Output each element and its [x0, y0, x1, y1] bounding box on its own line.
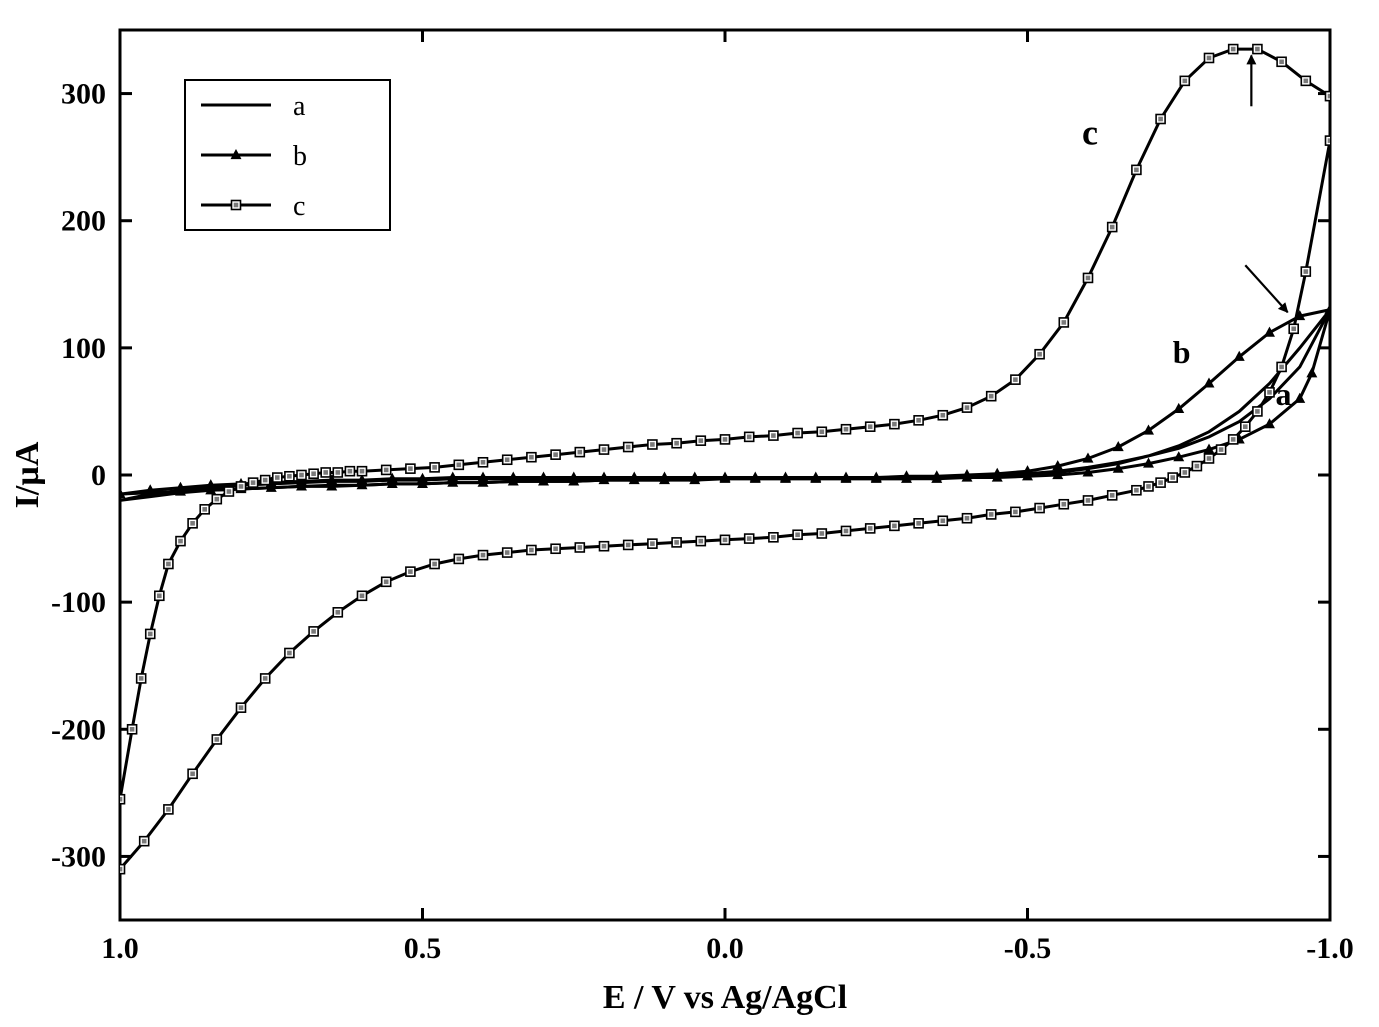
y-tick-label: 100: [61, 332, 106, 365]
legend-label: a: [293, 91, 306, 122]
x-tick-label: 0.0: [706, 932, 744, 965]
x-axis-label: E / V vs Ag/AgCl: [603, 979, 847, 1016]
legend-label: b: [293, 141, 307, 172]
x-tick-label: -1.0: [1306, 932, 1354, 965]
legend: abc: [185, 80, 390, 230]
legend-label: c: [293, 191, 305, 222]
series-label: b: [1173, 334, 1191, 370]
y-tick-label: 0: [91, 459, 106, 492]
y-axis-label: I/µA: [9, 441, 46, 508]
y-tick-label: -300: [51, 840, 106, 873]
y-tick-label: 300: [61, 78, 106, 111]
series-label: a: [1276, 376, 1292, 412]
y-tick-label: -200: [51, 713, 106, 746]
x-tick-label: 0.5: [404, 932, 442, 965]
x-tick-label: 1.0: [101, 932, 139, 965]
y-tick-label: 200: [61, 205, 106, 238]
arrow-annotation: [1245, 265, 1287, 312]
series-label: c: [1082, 112, 1098, 152]
chart-svg: 1.0 0.5 0.0 -0.5 -1.0 -300 -200 -100 0 100 200 300 E…: [0, 0, 1379, 1027]
y-tick-label: -100: [51, 586, 106, 619]
x-tick-label: -0.5: [1004, 932, 1052, 965]
cv-chart: 1.0 0.5 0.0 -0.5 -1.0 -300 -200 -100 0 100 200 300 E…: [0, 0, 1379, 1027]
